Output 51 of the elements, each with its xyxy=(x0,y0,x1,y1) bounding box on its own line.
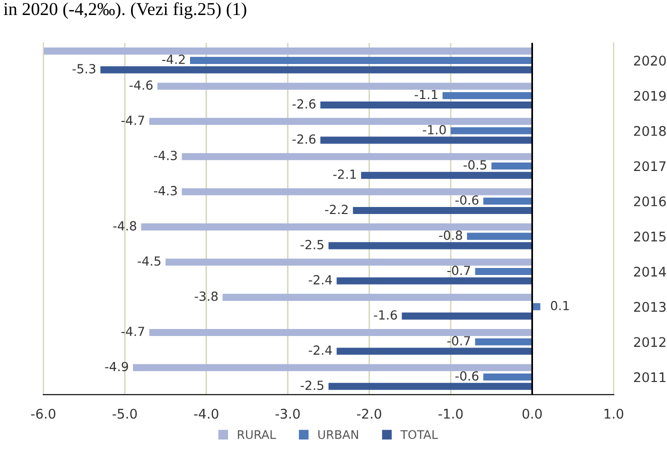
data-label: -4.2 xyxy=(162,54,185,64)
y-tick-label: 2014 xyxy=(634,266,666,277)
data-label: -2.6 xyxy=(292,134,316,144)
y-tick-label: 2019 xyxy=(634,90,666,101)
data-label: -4.5 xyxy=(138,256,160,266)
data-label: -0.7 xyxy=(447,266,470,276)
x-tick-label: -3.0 xyxy=(276,408,300,419)
data-label: -0.7 xyxy=(447,336,470,346)
y-tick-label: 2011 xyxy=(634,372,666,382)
data-label: -2.4 xyxy=(308,345,332,355)
data-label: -4.7 xyxy=(121,116,144,125)
x-tick-label: 0.0 xyxy=(522,408,542,419)
y-tick-label: 2013 xyxy=(634,302,666,312)
y-tick-label: 2020 xyxy=(634,56,666,66)
x-tick-label: -5.0 xyxy=(112,408,137,419)
x-tick-label: -2.0 xyxy=(357,408,382,419)
data-label: -4.7 xyxy=(121,326,144,336)
x-tick-label: -4.0 xyxy=(194,408,218,419)
y-tick-label: 2016 xyxy=(634,196,666,206)
data-label: -2.6 xyxy=(292,99,316,109)
data-label: -3.8 xyxy=(194,291,218,301)
data-label: -2.2 xyxy=(325,204,348,214)
y-tick-label: 2017 xyxy=(634,161,666,172)
data-label: -1.1 xyxy=(414,90,438,100)
x-tick-label: -6.0 xyxy=(31,408,56,419)
x-tick-label: -1.0 xyxy=(438,408,463,419)
data-label: -2.5 xyxy=(300,240,324,250)
data-label: -4.8 xyxy=(113,221,136,231)
x-tick-label: 1.0 xyxy=(604,408,624,419)
text: in 2020 (-4,2‰). (Vezi fig.25) (1) xyxy=(4,2,246,19)
y-tick-label: 2018 xyxy=(634,126,666,136)
data-label: -2.5 xyxy=(300,380,324,390)
y-tick-label: 2015 xyxy=(634,232,666,242)
data-label: -4.3 xyxy=(154,150,177,160)
data-label: -4.6 xyxy=(130,80,153,90)
legend-label: TOTAL xyxy=(400,430,438,440)
data-label: -2.4 xyxy=(308,275,332,284)
data-label: -0.6 xyxy=(455,371,478,381)
data-label: -2.1 xyxy=(333,170,356,179)
data-label: -1.6 xyxy=(374,310,397,320)
data-label: -0.8 xyxy=(439,230,462,240)
data-label: -4.3 xyxy=(154,186,177,196)
data-label: 0.1 xyxy=(550,300,569,310)
data-label: -4.9 xyxy=(105,362,128,372)
data-label: -0.5 xyxy=(464,160,486,170)
legend-label: RURAL xyxy=(238,430,276,440)
data-label: -5.3 xyxy=(72,64,96,74)
legend-label: URBAN xyxy=(318,430,358,440)
data-label: -1.0 xyxy=(422,124,446,134)
data-label: -0.6 xyxy=(455,195,478,205)
y-tick-label: 2012 xyxy=(634,337,666,348)
